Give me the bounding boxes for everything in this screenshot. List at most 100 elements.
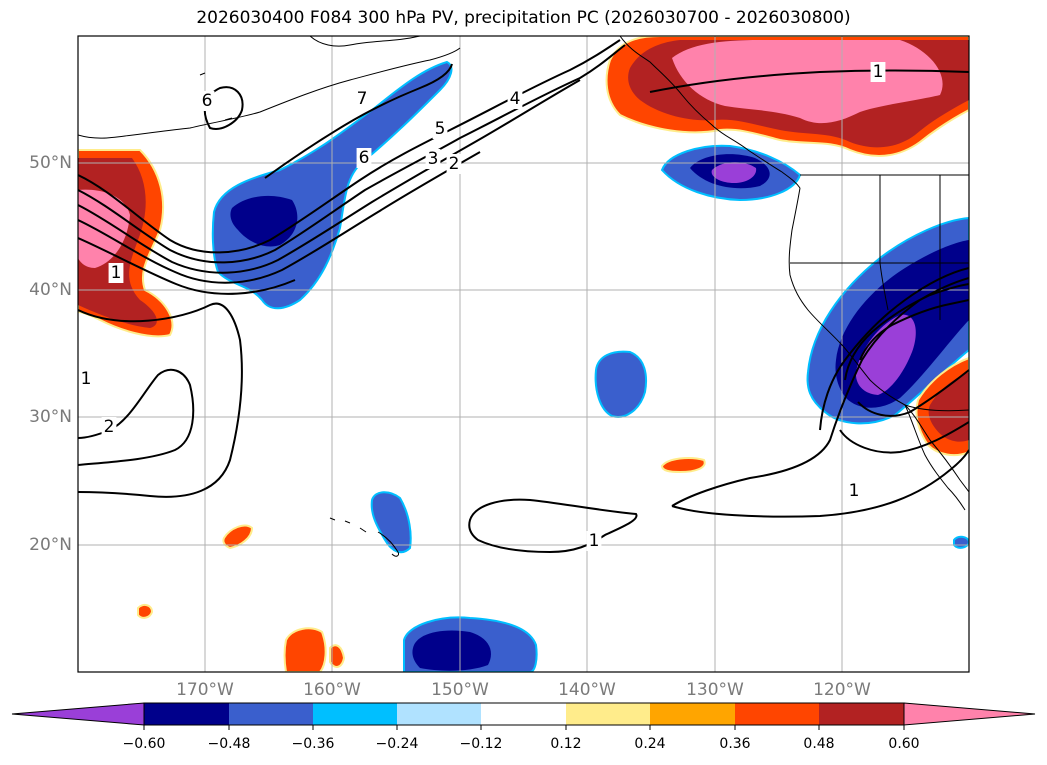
graticule: [78, 36, 969, 672]
lon-label-130w: 130°W: [686, 680, 744, 700]
contour-label-1-east: 1: [849, 481, 860, 501]
colorbar-bin-pos-024: [650, 703, 735, 725]
lat-label-20n: 20°N: [29, 535, 72, 555]
colorbar-extend-low: [11, 702, 145, 726]
colorbar-bin-pos-012: [566, 703, 650, 725]
shading-sw-small-2: [137, 603, 154, 619]
lon-label-120w: 120°W: [813, 680, 871, 700]
colorbar-tick-pos-012: 0.12: [550, 736, 582, 752]
coast-alaska-peninsula: [78, 47, 461, 139]
pv-contour-14: [839, 421, 969, 454]
colorbar-tick-neg-024: −0.24: [375, 736, 419, 752]
contour-label-7: 7: [357, 89, 368, 109]
contour-label-5: 5: [435, 119, 446, 139]
colorbar-bin-pos-036: [735, 703, 819, 725]
contour-label-halo: [356, 148, 372, 168]
contour-label-4: 4: [510, 89, 521, 109]
contour-label-halo: [432, 119, 448, 139]
pv-contour-12: [671, 449, 969, 518]
pv-contour-13: [819, 267, 969, 431]
shading-california-peak: [855, 314, 916, 395]
pv-contour-1: [78, 302, 243, 498]
coast-hawaii: [329, 517, 399, 557]
lat-label-40n: 40°N: [29, 280, 72, 300]
contour-label-6: 6: [359, 148, 370, 168]
colorbar-extend-high: [903, 702, 1036, 726]
contour-label-halo: [78, 369, 94, 389]
pv-contour-10: [468, 498, 638, 554]
coast-us-west: [788, 187, 969, 493]
colorbar-tick-marks: [143, 725, 905, 730]
coast-baja: [904, 404, 966, 511]
colorbar-tick-neg-060: −0.60: [122, 736, 166, 752]
pv-contour-4: [78, 79, 581, 274]
colorbar-bin-pos-048: [819, 703, 904, 725]
lon-label-170w: 170°W: [176, 680, 234, 700]
lon-label-160w: 160°W: [303, 680, 361, 700]
shading-south-west-blob: [283, 627, 327, 672]
contour-label-2-jet: 2: [449, 154, 460, 174]
contour-label-1-far-west: 1: [81, 369, 92, 389]
colorbar-tick-neg-048: −0.48: [207, 736, 251, 752]
colorbar-tick-pos-048: 0.48: [803, 736, 835, 752]
colorbar-outline: [143, 702, 905, 726]
map-frame: [77, 35, 970, 673]
shading-bc-peak: [711, 162, 757, 184]
pv-contours: [78, 39, 969, 554]
shading-subtropical-blob: [594, 350, 648, 418]
colorbar-tick-pos-060: 0.60: [888, 736, 920, 752]
contour-label-1-alaska: 1: [873, 62, 884, 82]
contour-label-2-southwest: 2: [104, 417, 115, 437]
pv-contour-3: [78, 44, 626, 264]
shading-gulf-alaska-peak: [672, 40, 943, 124]
pv-contour-5: [78, 151, 481, 284]
contour-label-group: 6 7 6 5 4 3 2 1 1 2 1 1 1: [78, 62, 886, 551]
contour-label-halo: [870, 62, 886, 82]
colorbar-tick-pos-024: 0.24: [634, 736, 666, 752]
contour-label-3: 3: [428, 149, 439, 169]
shading-sw-small-1: [222, 524, 254, 550]
pv-contour-2: [78, 39, 621, 254]
lon-label-140w: 140°W: [558, 680, 616, 700]
contour-label-halo: [199, 91, 215, 111]
map-contents: [78, 36, 969, 672]
border-states-b: [879, 175, 889, 311]
shading-hawaii: [370, 491, 412, 554]
pv-contour-7: [264, 63, 453, 179]
coast-bc-ak-panhandle: [619, 36, 801, 189]
shading-socal-core: [928, 372, 969, 442]
shading-baja-small: [953, 535, 969, 549]
contour-label-halo: [586, 531, 602, 551]
shading-south-west-blob-2: [329, 644, 346, 668]
coast-alaska-south: [309, 36, 421, 47]
contour-label-halo: [354, 89, 370, 109]
colorbar-bin-neutral: [481, 703, 566, 725]
contour-label-1-subtropical: 1: [589, 531, 600, 551]
contour-label-halo: [846, 481, 862, 501]
colorbar-bin-neg-060: [144, 703, 229, 725]
contour-label-6-north: 6: [202, 91, 213, 111]
border-us-mexico: [904, 404, 969, 412]
contour-label-halo: [446, 154, 462, 174]
shading-south-central-core: [412, 630, 491, 671]
figure-title: 2026030400 F084 300 hPa PV, precipitatio…: [196, 8, 851, 28]
negative-anomaly-shading: [211, 60, 969, 672]
colorbar: [11, 702, 1036, 730]
lat-label-30n: 30°N: [29, 407, 72, 427]
pv-contour-17: [859, 299, 969, 361]
colorbar-tick-pos-036: 0.36: [719, 736, 751, 752]
pv-contour-16: [857, 369, 969, 417]
colorbar-tick-neg-012: −0.12: [459, 736, 503, 752]
pv-contour-15: [844, 283, 969, 381]
colorbar-bin-neg-048: [229, 703, 313, 725]
contour-label-halo: [425, 149, 441, 169]
colorbar-bin-neg-036: [313, 703, 397, 725]
contour-label-halo: [101, 417, 117, 437]
pv-contour-18: [649, 69, 969, 93]
coastlines: [78, 36, 969, 557]
contour-label-1-west: 1: [111, 263, 122, 283]
lon-label-150w: 150°W: [431, 680, 489, 700]
contour-label-halo: [507, 89, 523, 109]
shading-nw-west-peak: [78, 189, 130, 268]
